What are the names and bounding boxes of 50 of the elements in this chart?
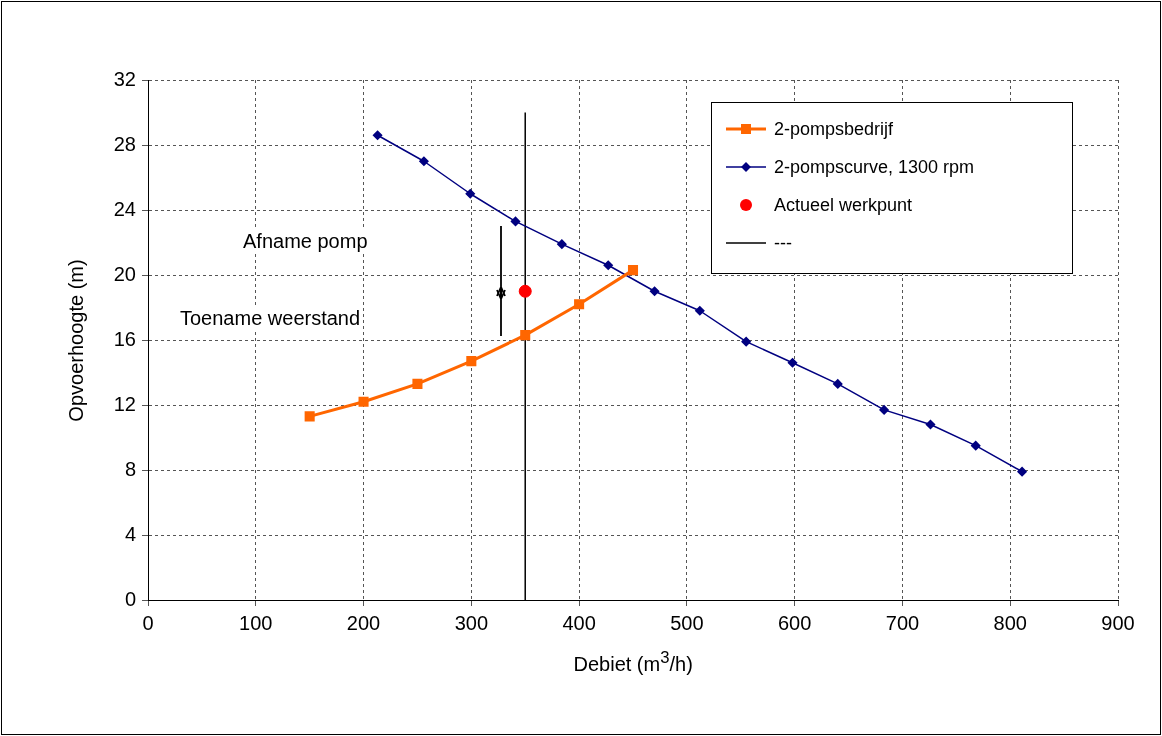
x-tick-label: 200 xyxy=(346,611,381,634)
y-axis-title: Opvoerhoogte (m) xyxy=(64,258,88,422)
x-tick-label: 800 xyxy=(993,611,1027,634)
annotation: Afname pomp xyxy=(243,230,368,253)
x-tick-label: 400 xyxy=(562,611,596,634)
point xyxy=(510,216,521,227)
legend-label: 2-pompscurve, 1300 rpm xyxy=(774,156,975,178)
x-tick-label: 0 xyxy=(142,611,154,634)
x-tick-label: 300 xyxy=(454,611,489,634)
x-tick-label: 100 xyxy=(239,611,273,634)
annotation: Toename weerstand xyxy=(180,307,361,330)
legend-label: Actueel werkpunt xyxy=(774,194,913,216)
point xyxy=(970,440,981,451)
point xyxy=(833,379,843,389)
point xyxy=(412,378,423,389)
y-tick-label: 4 xyxy=(124,522,136,545)
y-tick-label: 8 xyxy=(124,457,136,480)
point xyxy=(520,330,531,341)
x-tick-label: 900 xyxy=(1101,611,1135,634)
point xyxy=(518,284,532,298)
y-tick-label: 20 xyxy=(113,262,136,285)
point xyxy=(741,336,751,347)
y-tick-label: 24 xyxy=(113,197,136,220)
x-tick-label: 700 xyxy=(885,611,920,634)
point xyxy=(419,156,429,166)
y-tick-label: 28 xyxy=(113,132,136,155)
point xyxy=(358,396,369,407)
point xyxy=(925,419,936,430)
legend-label: --- xyxy=(774,232,792,254)
legend-label: 2-pompsbedrijf xyxy=(774,118,894,140)
point xyxy=(695,306,705,316)
point xyxy=(574,299,585,310)
point xyxy=(627,265,639,276)
point xyxy=(465,189,476,199)
point xyxy=(649,286,660,296)
y-tick-label: 12 xyxy=(113,392,136,415)
point xyxy=(372,130,383,140)
x-axis-title: Debiet (m$^{3}$/h) xyxy=(573,648,693,676)
point xyxy=(603,260,613,270)
y-tick-label: 16 xyxy=(113,327,136,350)
point xyxy=(557,239,567,249)
point xyxy=(466,356,477,367)
x-tick-label: 500 xyxy=(670,611,704,634)
point xyxy=(304,411,315,422)
y-tick-label: 0 xyxy=(124,587,136,610)
point xyxy=(787,358,798,368)
y-tick-label: 32 xyxy=(113,67,136,90)
x-tick-label: 600 xyxy=(777,611,812,634)
point xyxy=(1017,466,1027,477)
point xyxy=(879,405,889,415)
